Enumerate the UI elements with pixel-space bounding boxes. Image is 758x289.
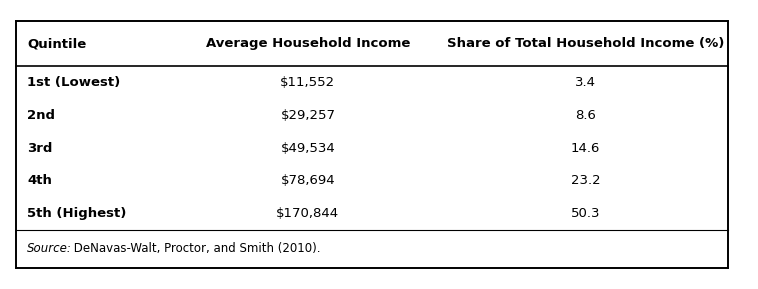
- Text: 3.4: 3.4: [575, 76, 596, 89]
- Text: Source:: Source:: [27, 242, 72, 255]
- Text: Average Household Income: Average Household Income: [205, 37, 410, 50]
- Text: Quintile: Quintile: [27, 37, 86, 50]
- Text: 2nd: 2nd: [27, 109, 55, 122]
- Text: $49,534: $49,534: [280, 142, 335, 155]
- Text: 5th (Highest): 5th (Highest): [27, 208, 127, 221]
- Text: 50.3: 50.3: [571, 208, 600, 221]
- Text: Share of Total Household Income (%): Share of Total Household Income (%): [446, 37, 724, 50]
- Text: 4th: 4th: [27, 175, 52, 188]
- Text: 1st (Lowest): 1st (Lowest): [27, 76, 121, 89]
- Text: $170,844: $170,844: [277, 208, 340, 221]
- Text: $29,257: $29,257: [280, 109, 335, 122]
- Text: DeNavas-Walt, Proctor, and Smith (2010).: DeNavas-Walt, Proctor, and Smith (2010).: [70, 242, 321, 255]
- Text: $78,694: $78,694: [280, 175, 335, 188]
- Text: 3rd: 3rd: [27, 142, 53, 155]
- Text: 23.2: 23.2: [571, 175, 600, 188]
- Text: 8.6: 8.6: [575, 109, 596, 122]
- Text: 14.6: 14.6: [571, 142, 600, 155]
- Text: $11,552: $11,552: [280, 76, 336, 89]
- Bar: [16, 21, 728, 268]
